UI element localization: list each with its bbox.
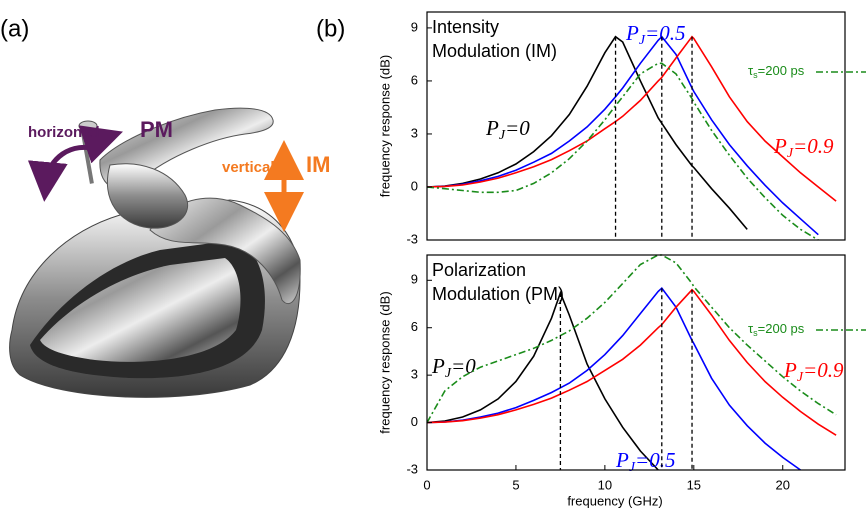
plot-frame bbox=[426, 254, 846, 471]
series-line bbox=[426, 35, 837, 202]
series-label: PJ=0.9 bbox=[783, 358, 844, 385]
y-tick-label: 3 bbox=[411, 367, 418, 382]
series-line bbox=[426, 35, 748, 230]
label-rest: =0 bbox=[451, 354, 476, 378]
x-axis-label: frequency (GHz) bbox=[567, 493, 662, 508]
label-main: P bbox=[773, 134, 787, 158]
y-tick-label: 0 bbox=[411, 178, 418, 193]
label-main: τ bbox=[748, 63, 754, 78]
label-rest: =0 bbox=[505, 116, 530, 140]
label-sub: J bbox=[639, 33, 646, 48]
y-axis-label: frequency response (dB) bbox=[377, 55, 392, 197]
faucet-label: PM bbox=[140, 117, 173, 142]
series-label: τs=200 ps bbox=[748, 63, 805, 80]
series-line bbox=[426, 35, 819, 236]
panel-label: (a) bbox=[0, 15, 29, 42]
series-label: PJ=0 bbox=[431, 354, 476, 381]
label-rest: =200 ps bbox=[758, 63, 805, 78]
label-main: P bbox=[485, 116, 499, 140]
x-tick-label: 15 bbox=[687, 477, 701, 492]
label-sub: J bbox=[787, 146, 794, 161]
label-sub: J bbox=[629, 460, 636, 475]
x-tick-label: 5 bbox=[512, 477, 519, 492]
y-tick-label: 6 bbox=[411, 319, 418, 334]
label-rest: =0.9 bbox=[803, 358, 844, 382]
faucet-illustration bbox=[9, 107, 304, 398]
chart-title: Modulation (IM) bbox=[432, 41, 557, 61]
label-sub: s bbox=[753, 328, 758, 338]
series-line bbox=[426, 254, 837, 423]
y-tick-label: -3 bbox=[406, 231, 418, 246]
label-rest: =0.5 bbox=[645, 21, 685, 45]
series-label: PJ=0.5 bbox=[615, 448, 675, 475]
label-sub: J bbox=[445, 366, 452, 381]
series-label: PJ=0.9 bbox=[773, 134, 834, 161]
faucet-label: horizontal bbox=[28, 124, 100, 141]
y-axis-label: frequency response (dB) bbox=[377, 291, 392, 433]
y-tick-label: 3 bbox=[411, 125, 418, 140]
series-label: PJ=0 bbox=[485, 116, 530, 143]
series-line bbox=[426, 287, 801, 471]
y-tick-label: 0 bbox=[411, 414, 418, 429]
panel-label: (b) bbox=[316, 15, 345, 42]
plot-frame bbox=[426, 11, 846, 241]
faucet-label: vertical bbox=[222, 159, 275, 176]
x-tick-label: 20 bbox=[776, 477, 790, 492]
label-main: τ bbox=[748, 321, 754, 336]
series-line bbox=[426, 290, 659, 471]
label-main: P bbox=[431, 354, 445, 378]
series-label: τs=200 ps bbox=[748, 321, 805, 338]
y-tick-label: 9 bbox=[411, 19, 418, 34]
label-sub: J bbox=[797, 370, 804, 385]
label-main: P bbox=[625, 21, 639, 45]
x-tick-label: 0 bbox=[423, 477, 430, 492]
label-main: P bbox=[615, 448, 629, 472]
faucet-label: IM bbox=[306, 152, 330, 177]
label-sub: s bbox=[753, 70, 758, 80]
y-tick-label: 9 bbox=[411, 272, 418, 287]
label-sub: J bbox=[499, 128, 506, 143]
label-rest: =0.5 bbox=[635, 448, 675, 472]
series-line bbox=[426, 62, 819, 241]
chart-title: Intensity bbox=[432, 17, 499, 37]
label-rest: =0.9 bbox=[793, 134, 834, 158]
label-main: P bbox=[783, 358, 797, 382]
chart-title: Modulation (PM) bbox=[432, 284, 564, 304]
series-label: PJ=0.5 bbox=[625, 21, 685, 48]
label-rest: =200 ps bbox=[758, 321, 805, 336]
y-tick-label: 6 bbox=[411, 72, 418, 87]
x-tick-label: 10 bbox=[598, 477, 612, 492]
series-line bbox=[426, 288, 837, 436]
chart-title: Polarization bbox=[432, 260, 526, 280]
y-tick-label: -3 bbox=[406, 461, 418, 476]
